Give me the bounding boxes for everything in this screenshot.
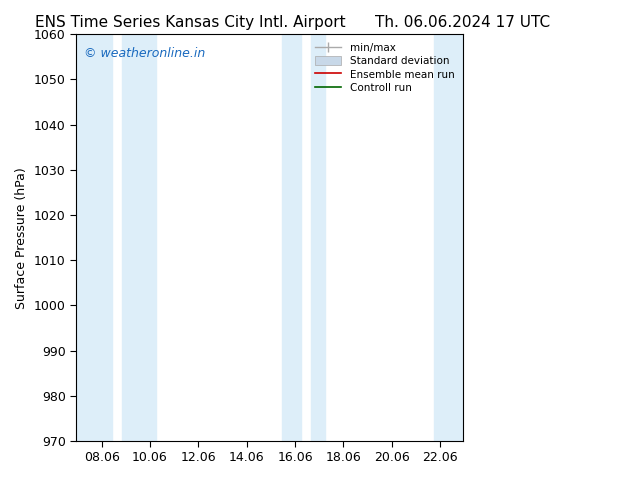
Text: © weatheronline.in: © weatheronline.in bbox=[84, 47, 205, 59]
Text: ENS Time Series Kansas City Intl. Airport: ENS Time Series Kansas City Intl. Airpor… bbox=[35, 15, 346, 30]
Bar bbox=[76, 34, 112, 441]
Bar bbox=[122, 34, 156, 441]
Y-axis label: Surface Pressure (hPa): Surface Pressure (hPa) bbox=[15, 167, 29, 309]
Bar bbox=[311, 34, 325, 441]
Text: Th. 06.06.2024 17 UTC: Th. 06.06.2024 17 UTC bbox=[375, 15, 550, 30]
Legend: min/max, Standard deviation, Ensemble mean run, Controll run: min/max, Standard deviation, Ensemble me… bbox=[312, 40, 458, 96]
Bar bbox=[281, 34, 301, 441]
Bar bbox=[434, 34, 463, 441]
